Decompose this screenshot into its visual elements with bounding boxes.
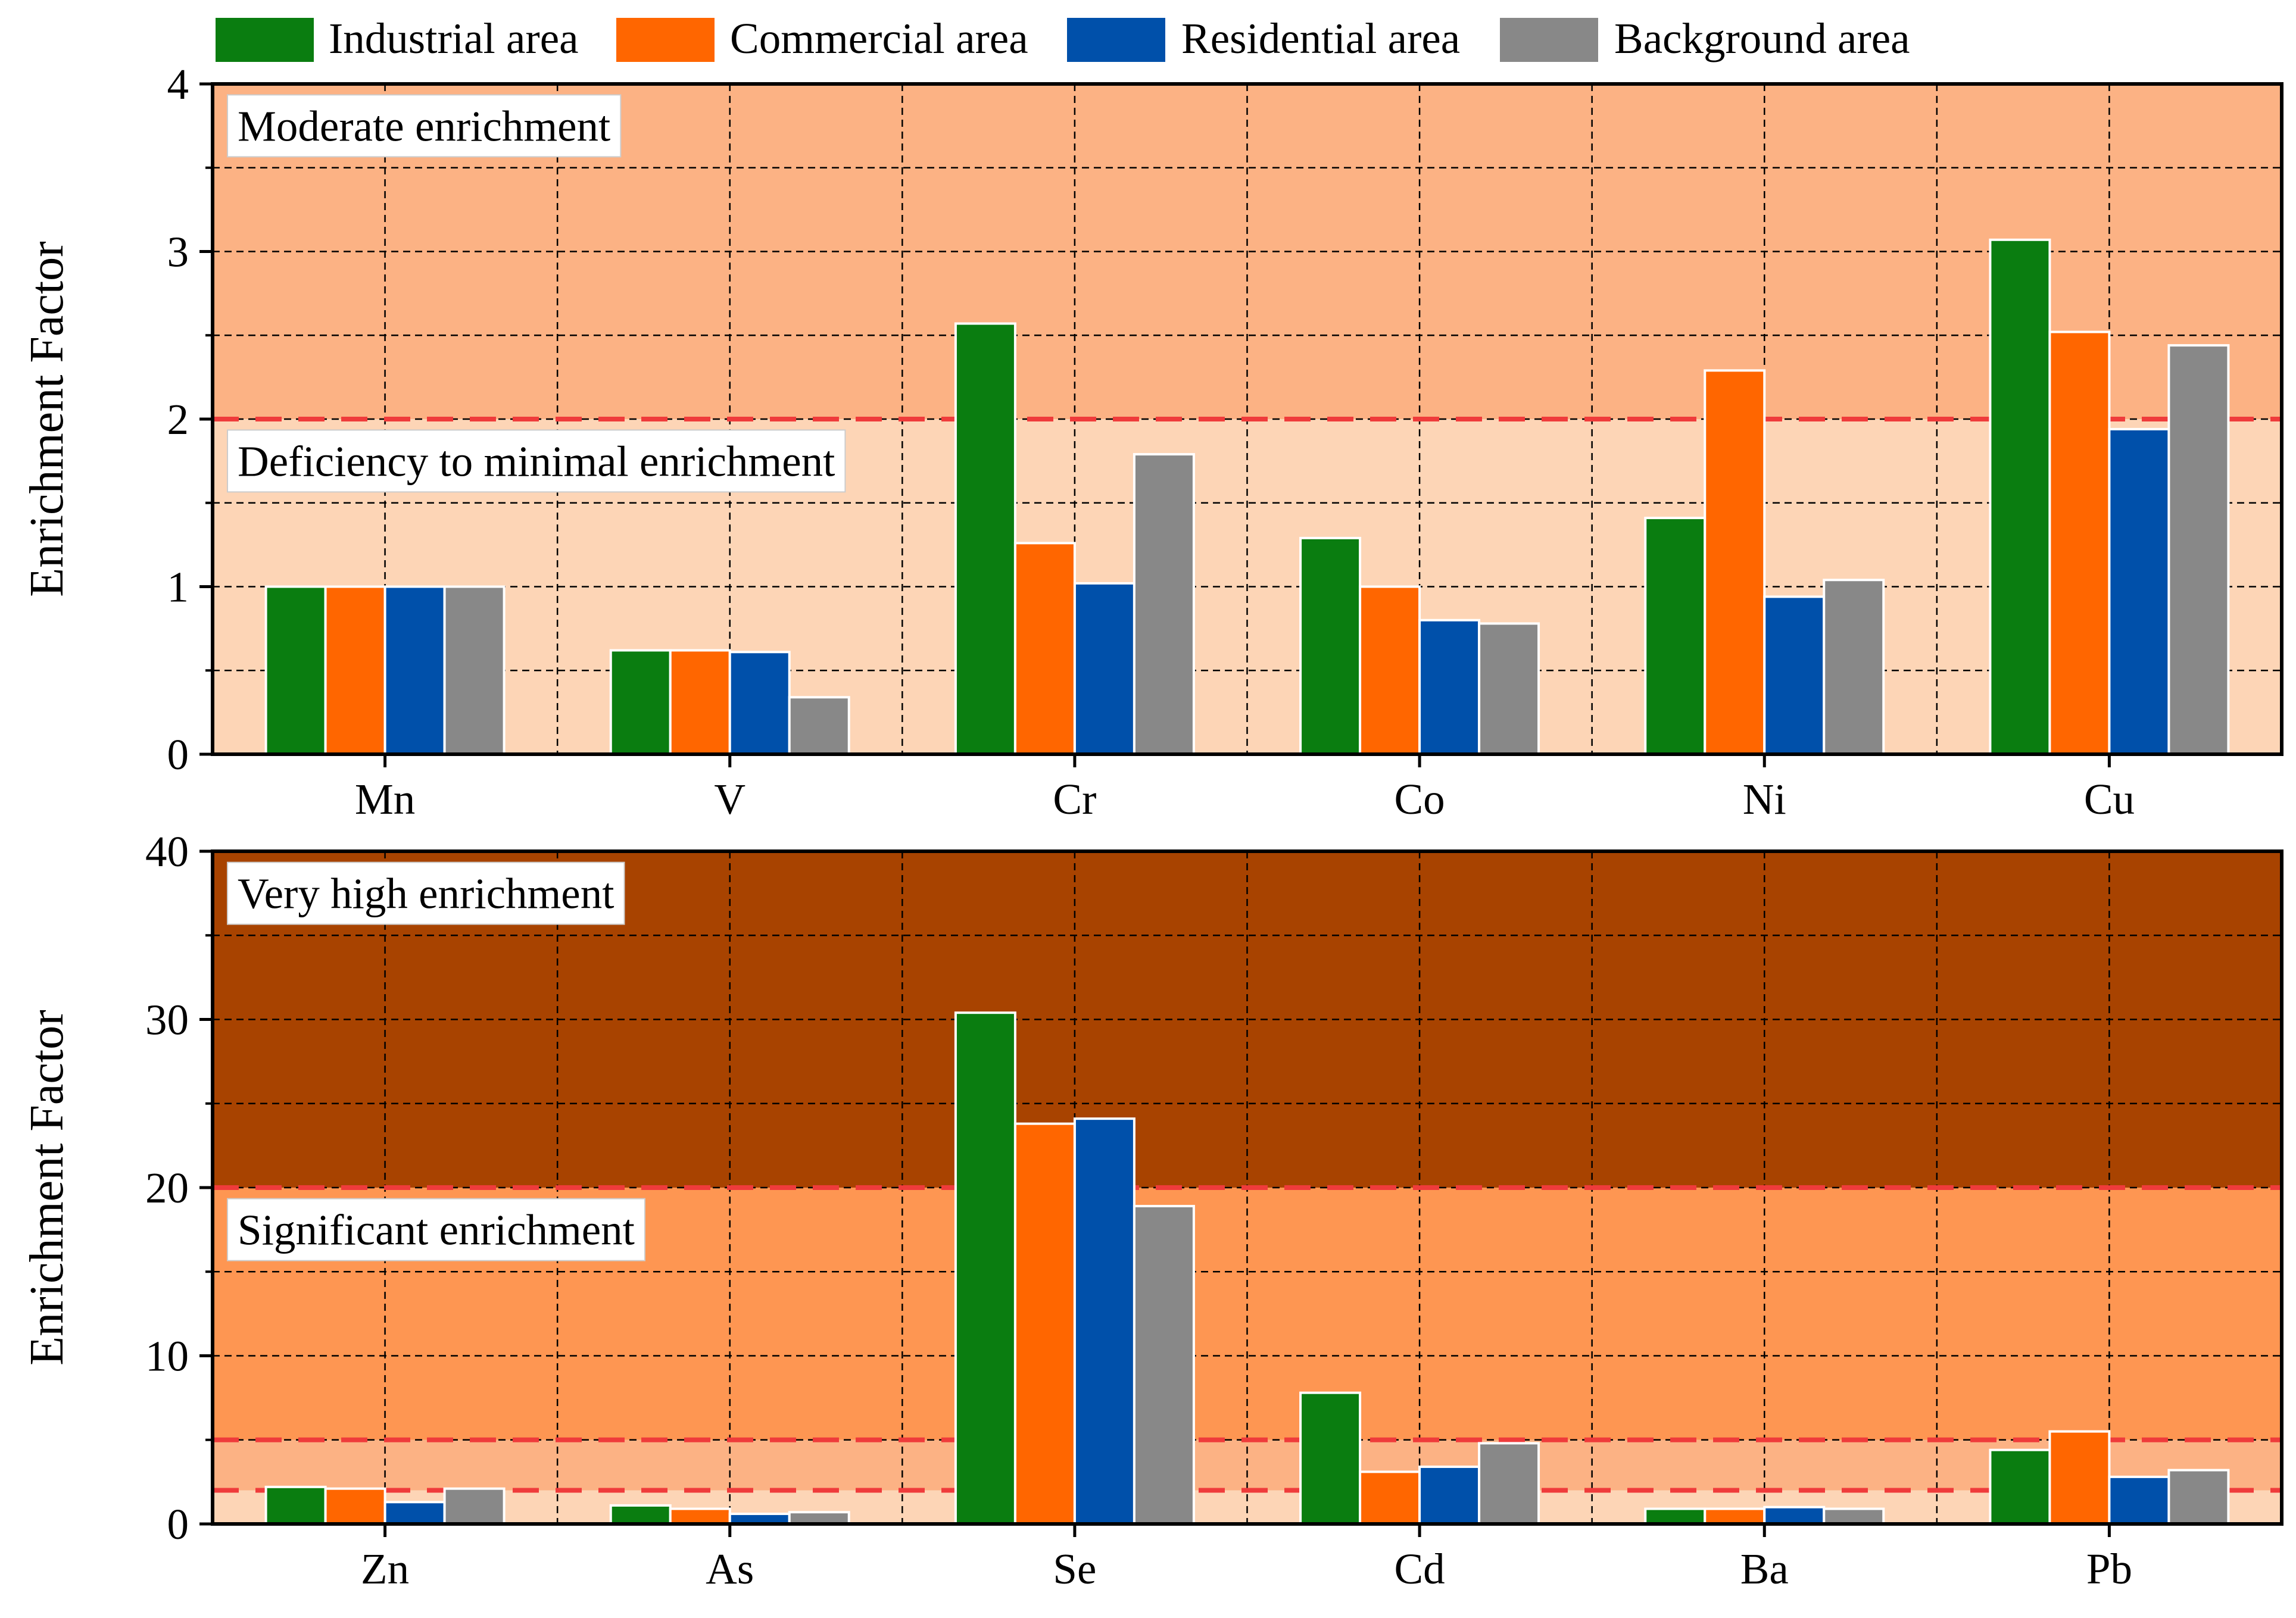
- bar-Ni-commercial-area: [1704, 369, 1766, 755]
- bar-Se-commercial-area: [1013, 1122, 1076, 1525]
- legend: Industrial area Commercial area Residentia…: [216, 14, 1910, 63]
- bar-Ni-background-area: [1823, 579, 1885, 755]
- legend-label-4: Background area: [1614, 14, 1910, 63]
- bar-As-commercial-area: [669, 1507, 731, 1525]
- bar-Cd-industrial-area: [1299, 1391, 1362, 1525]
- legend-label-1: Industrial area: [329, 14, 579, 63]
- x-tick-label-Ba: Ba: [1740, 1545, 1789, 1593]
- band-label-box: [227, 429, 846, 493]
- bar-Se-background-area: [1133, 1205, 1195, 1525]
- bar-Zn-industrial-area: [264, 1485, 327, 1526]
- bar-Mn-background-area: [443, 585, 506, 755]
- y-tick-label: 2: [167, 395, 189, 443]
- bar-Cu-industrial-area: [1989, 238, 2051, 756]
- bar-Zn-commercial-area: [324, 1487, 386, 1526]
- y-tick-label: 40: [145, 827, 189, 876]
- plot-frame: [211, 849, 2283, 1526]
- band-label-text: Very high enrichment: [238, 870, 614, 918]
- bar-V-commercial-area: [669, 649, 731, 755]
- legend-label-3: Residential area: [1181, 14, 1460, 63]
- bar-Zn-background-area: [443, 1487, 506, 1526]
- band-label-2: Moderate enrichment: [227, 94, 622, 158]
- bar-Cd-residential-area: [1418, 1465, 1481, 1525]
- bar-Pb-commercial-area: [2048, 1430, 2111, 1525]
- legend-swatch-1: [216, 18, 314, 62]
- bar-Cu-commercial-area: [2048, 330, 2111, 755]
- bar-Cu-background-area: [2167, 344, 2230, 755]
- x-tick-label-Cr: Cr: [1053, 775, 1096, 823]
- chart-panel-1: Mn V Cr Co Ni Cu Deficiency to minimal enrichm…: [21, 60, 2283, 823]
- bar-Cr-commercial-area: [1013, 542, 1076, 755]
- band-label-box: [227, 861, 625, 925]
- bar-Co-commercial-area: [1359, 585, 1421, 755]
- y-tick-label: 1: [167, 563, 189, 611]
- band-label-1: Deficiency to minimal enrichment: [227, 429, 846, 493]
- band-label-2: Very high enrichment: [227, 861, 625, 925]
- x-tick-label-Cu: Cu: [2084, 775, 2135, 823]
- bar-Co-background-area: [1478, 622, 1540, 756]
- bar-Ba-commercial-area: [1704, 1507, 1766, 1525]
- x-tick-label-V: V: [714, 775, 745, 823]
- y-tick-label: 30: [145, 996, 189, 1044]
- x-tick-label-Cd: Cd: [1394, 1545, 1445, 1593]
- bar-Pb-industrial-area: [1989, 1448, 2051, 1525]
- y-axis-label: Enrichment Factor: [21, 241, 73, 597]
- band-label-text: Significant enrichment: [238, 1206, 635, 1254]
- bar-Cr-residential-area: [1073, 582, 1135, 755]
- bar-Cu-residential-area: [2108, 427, 2170, 755]
- bar-As-industrial-area: [609, 1504, 672, 1526]
- y-tick-label: 0: [167, 730, 189, 779]
- bar-Ba-residential-area: [1763, 1505, 1826, 1525]
- legend-swatch-4: [1500, 18, 1598, 62]
- x-tick-label-Se: Se: [1053, 1545, 1096, 1593]
- band-label-box: [227, 1198, 645, 1261]
- y-tick-label: 4: [167, 60, 189, 108]
- y-tick-label: 20: [145, 1164, 189, 1212]
- bar-Zn-residential-area: [383, 1501, 446, 1525]
- bar-Ba-background-area: [1823, 1507, 1885, 1525]
- x-tick-label-Zn: Zn: [361, 1545, 409, 1593]
- chart-panel-2: Zn As Se Cd Ba Pb Significant enrichment Very h…: [21, 827, 2283, 1593]
- bar-Ni-industrial-area: [1644, 517, 1707, 756]
- bar-V-industrial-area: [609, 649, 672, 755]
- x-tick-label-Co: Co: [1394, 775, 1445, 823]
- band-label-1: Significant enrichment: [227, 1198, 645, 1261]
- x-tick-label-Ni: Ni: [1743, 775, 1786, 823]
- bar-Cd-commercial-area: [1359, 1470, 1421, 1526]
- y-axis-label: Enrichment Factor: [21, 1010, 73, 1366]
- x-tick-label-As: As: [706, 1545, 754, 1593]
- bar-Mn-residential-area: [383, 585, 446, 755]
- bar-Cd-background-area: [1478, 1442, 1540, 1525]
- bar-Co-industrial-area: [1299, 536, 1362, 755]
- legend-swatch-3: [1067, 18, 1165, 62]
- legend-swatch-2: [616, 18, 715, 62]
- bar-Ba-industrial-area: [1644, 1507, 1707, 1525]
- bar-V-background-area: [788, 696, 850, 756]
- bar-Co-residential-area: [1418, 619, 1481, 756]
- bar-Cr-industrial-area: [954, 322, 1016, 755]
- y-tick-label: 3: [167, 228, 189, 276]
- band-label-box: [227, 94, 622, 158]
- y-tick-label: 0: [167, 1500, 189, 1548]
- bar-V-residential-area: [728, 651, 791, 756]
- bar-Ni-residential-area: [1763, 595, 1826, 755]
- x-tick-label-Mn: Mn: [355, 775, 415, 823]
- bar-Pb-background-area: [2167, 1469, 2230, 1526]
- bar-Mn-commercial-area: [324, 585, 386, 755]
- bar-Se-industrial-area: [954, 1011, 1016, 1525]
- x-tick-label-Pb: Pb: [2086, 1545, 2132, 1593]
- bar-Se-residential-area: [1073, 1117, 1135, 1526]
- bar-Pb-residential-area: [2108, 1475, 2170, 1525]
- band-label-text: Deficiency to minimal enrichment: [238, 437, 835, 485]
- y-tick-label: 10: [145, 1332, 189, 1380]
- bar-Cr-background-area: [1133, 453, 1195, 755]
- plot-frame: [211, 82, 2283, 756]
- band-label-text: Moderate enrichment: [238, 102, 610, 150]
- bar-Mn-industrial-area: [264, 585, 327, 755]
- legend-label-2: Commercial area: [730, 14, 1028, 63]
